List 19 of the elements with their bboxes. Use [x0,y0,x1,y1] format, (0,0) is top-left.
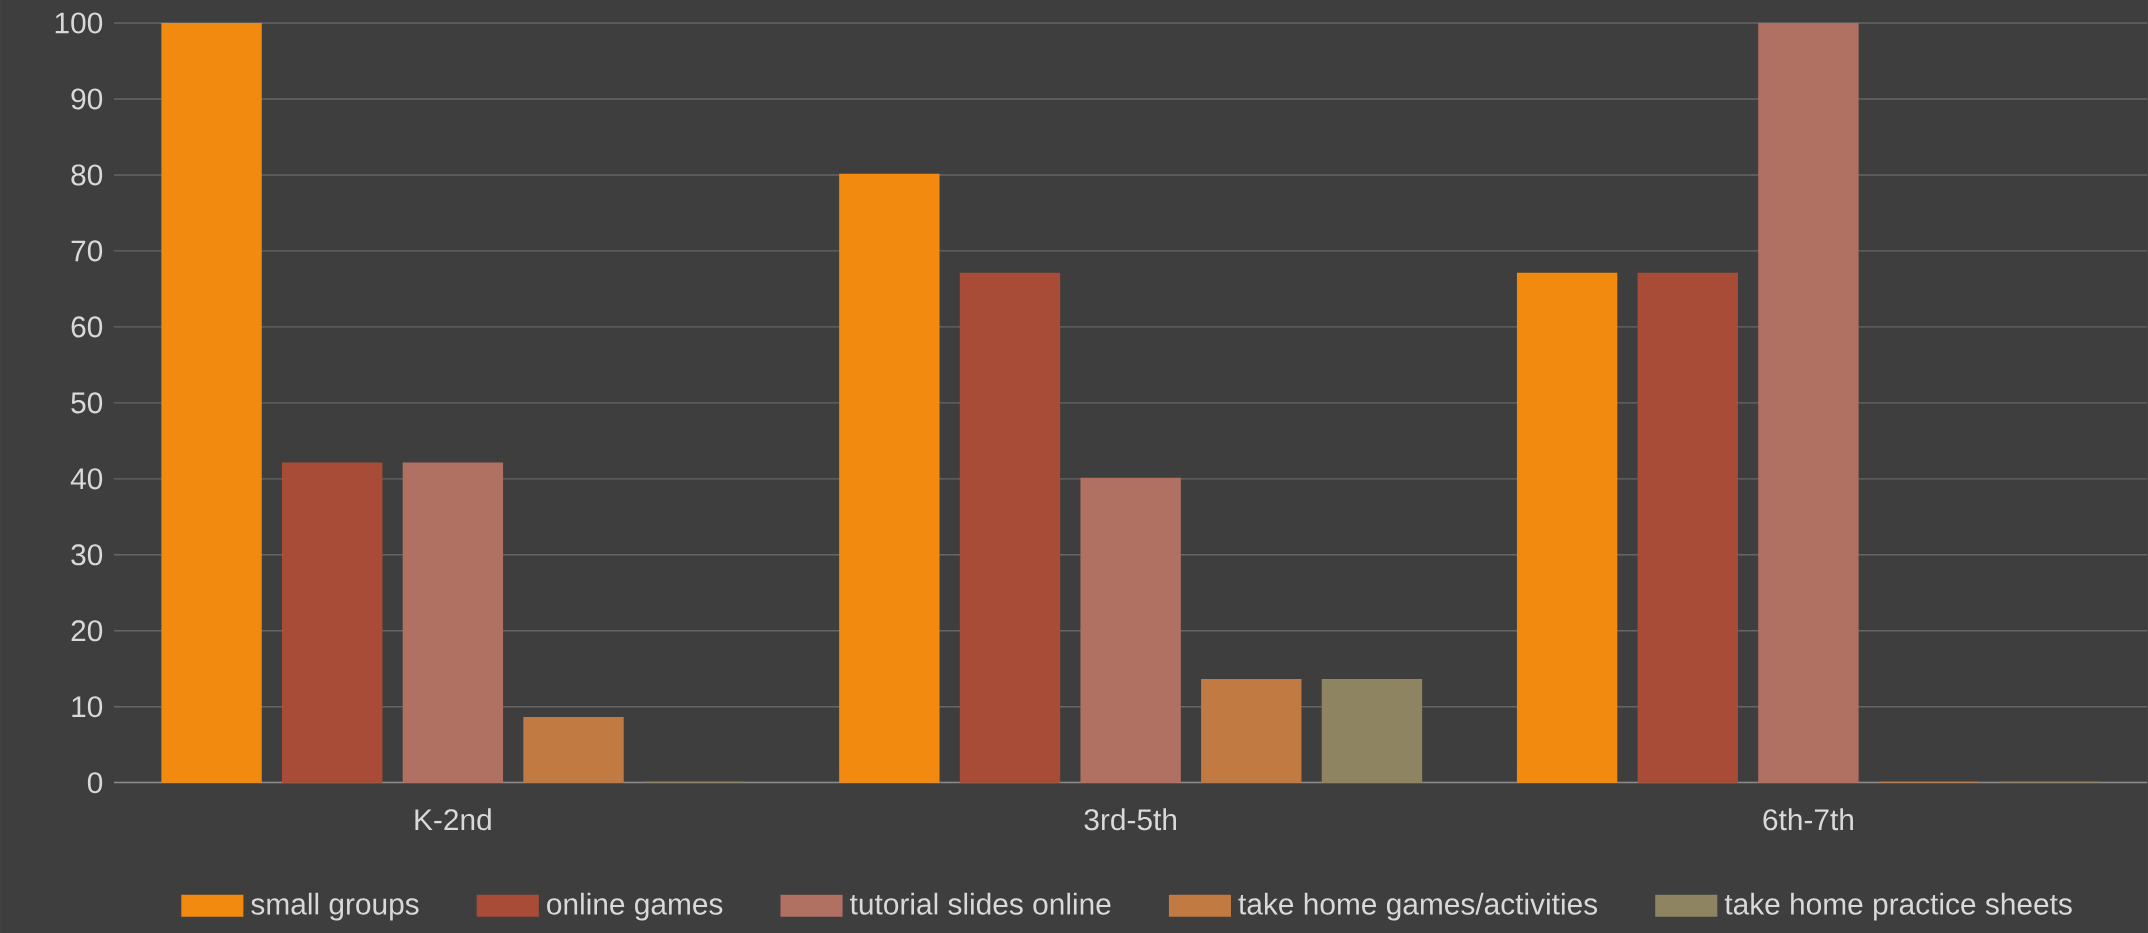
legend-label: small groups [251,892,419,921]
y-tick-label: 50 [71,392,103,414]
y-tick-label: 10 [72,696,103,718]
y-tick-label: 70 [71,240,103,262]
y-tick-label: 100 [55,12,103,34]
x-tick-label: 3rd-5th [1084,808,1176,831]
y-tick-label: 40 [70,468,103,490]
y-tick-label: 80 [71,164,103,186]
y-tick-label: 30 [71,544,103,566]
legend-label: take home games/activities [1238,892,1598,921]
legend-label: online games [547,892,723,921]
x-tick-label: K-2nd [415,808,491,831]
legend-label: tutorial slides online [850,892,1111,915]
y-tick-label: 20 [71,620,103,642]
y-tick-label: 0 [87,772,103,794]
y-tick-label: 90 [71,88,103,110]
legend-label: take home practice sheets [1724,892,2072,921]
y-tick-label: 60 [71,316,103,338]
x-tick-label: 6th-7th [1763,808,1853,831]
